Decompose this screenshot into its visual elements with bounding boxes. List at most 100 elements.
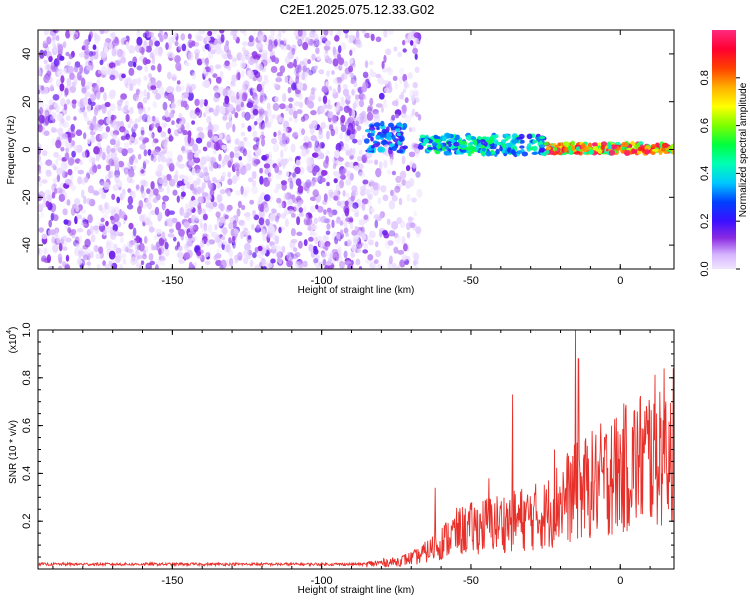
heatmap-cell [243,140,251,147]
heatmap-cell [171,102,177,110]
heatmap-cell [140,179,147,187]
heatmap-cell [252,209,256,216]
heatmap-cell [356,155,363,162]
heatmap-cell [128,170,135,178]
x-tick-label: -100 [311,275,333,287]
heatmap-cell [370,136,374,142]
heatmap-cell [359,99,364,108]
heatmap-cell [380,185,387,193]
heatmap-cell [65,51,70,57]
heatmap-cell [325,81,329,87]
heatmap-cell [132,227,137,237]
heatmap-cell [344,240,348,247]
heatmap-cell [98,246,104,254]
heatmap-cell [141,113,148,123]
heatmap-cell [209,42,215,49]
heatmap-cell [52,165,57,171]
heatmap-cell [407,33,415,41]
heatmap-cell [446,141,452,145]
heatmap-cell [342,84,348,90]
heatmap-cell [423,138,430,144]
heatmap-cell [364,188,371,196]
heatmap-cell [232,241,236,249]
heatmap-cell [127,123,132,129]
heatmap-cell [75,243,81,249]
heatmap-cell [370,208,375,213]
heatmap-cell [284,218,289,228]
heatmap-cell [276,72,283,77]
heatmap-cell [84,39,90,46]
heatmap-cell [306,217,313,226]
heatmap-cell [139,143,146,150]
heatmap-cell [124,142,129,149]
heatmap-cell [109,74,116,81]
heatmap-cell [286,260,293,268]
heatmap-cell [192,224,199,232]
heatmap-cell [395,183,402,190]
heatmap-cell [325,261,332,266]
heatmap-cell [241,69,245,78]
heatmap-cell [298,240,303,249]
heatmap-cell [270,258,276,264]
heatmap-cell [405,222,411,231]
heatmap-cell [140,130,145,136]
heatmap-cell [155,46,160,51]
heatmap-cell [71,81,77,87]
heatmap-cell [67,157,75,166]
heatmap-cell [43,59,48,65]
heatmap-cell [360,189,366,197]
heatmap-cell [66,199,71,206]
heatmap-cell [103,41,108,49]
heatmap-cell [197,206,202,215]
heatmap-cell [127,60,134,67]
heatmap-cell [267,43,273,52]
heatmap-cell [205,67,212,73]
heatmap-cell [263,179,270,187]
heatmap-cell [104,202,108,210]
heatmap-cell [230,61,237,68]
heatmap-cell [209,189,215,197]
heatmap-cell [338,57,345,65]
snr-y-scale: (x104) [6,327,19,354]
heatmap-cell [135,96,142,103]
heatmap-cell [228,222,234,230]
heatmap-cell [271,138,277,145]
heatmap-cell [319,141,325,149]
heatmap-cell [165,247,170,257]
heatmap-cell [78,160,84,166]
heatmap-cell [38,154,41,163]
heatmap-cell [327,111,334,119]
heatmap-cell [65,147,70,153]
heatmap-cell [232,175,238,185]
heatmap-cell [155,259,162,266]
heatmap-cell [661,143,667,148]
heatmap-cell [271,244,278,250]
heatmap-cell [109,242,116,252]
heatmap-cell [275,183,282,190]
heatmap-cell [284,210,290,215]
heatmap-cell [84,238,91,248]
heatmap-cell [321,142,325,149]
heatmap-cell [334,243,341,249]
heatmap-cell [261,120,265,129]
colorbar-tick-label: 0.6 [699,118,711,133]
heatmap-cell [278,30,282,38]
heatmap-cell [281,262,286,269]
heatmap-cell [412,89,419,97]
heatmap-cell [173,174,178,183]
heatmap-cell [280,149,284,159]
heatmap-cell [259,113,264,121]
heatmap-cell [216,34,221,42]
heatmap-cell [238,140,245,149]
heatmap-cell [387,169,392,175]
heatmap-cell [62,121,69,128]
heatmap-cell [157,49,163,57]
heatmap-cell [341,72,348,80]
heatmap-cell [172,189,178,196]
heatmap-cell [166,218,174,227]
heatmap-cell [341,174,346,180]
heatmap-cell [251,88,258,93]
heatmap-cell [407,72,413,80]
heatmap-cell [261,49,269,56]
heatmap-cell [314,65,318,70]
